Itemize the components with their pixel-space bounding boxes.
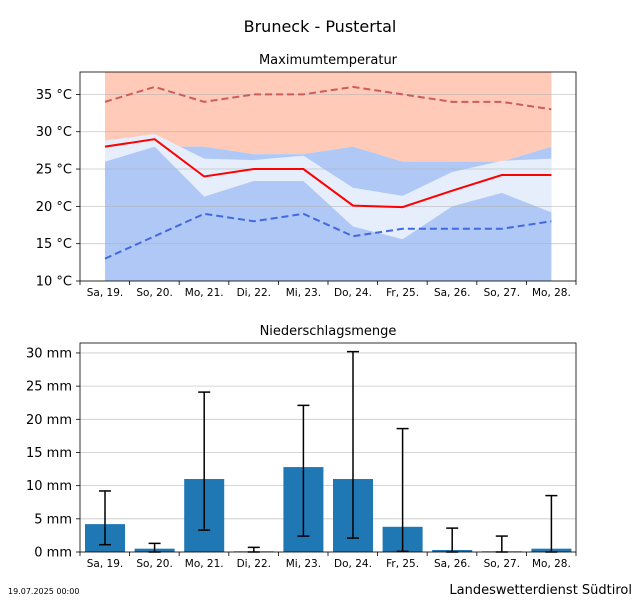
temperature-ytick-label: 25 °C — [36, 163, 72, 178]
temperature-ytick-label: 35 °C — [36, 88, 72, 103]
temperature-xtick-label: Sa, 26. — [434, 287, 470, 299]
temperature-series-line-2 — [104, 212, 552, 260]
precipitation-xtick-label: Sa, 26. — [434, 558, 470, 570]
temperature-ytick-label: 30 °C — [36, 125, 72, 140]
precipitation-panel-title: Niederschlagsmenge — [260, 324, 397, 339]
precipitation-xtick-label: Sa, 19. — [87, 558, 123, 570]
precipitation-ytick-label: 30 mm — [26, 346, 72, 361]
temperature-plot-area: 10 °C 15 °C 20 °C 25 °C 30 °C 35 °C Sa, 19. So,… — [36, 71, 577, 299]
precipitation-xtick-label: So, 27. — [484, 558, 520, 570]
precipitation-ytick-label: 10 mm — [26, 479, 72, 494]
temperature-xtick-label: Fr, 25. — [386, 287, 419, 299]
temperature-xtick-label: Di, 22. — [237, 287, 271, 299]
temperature-panel: Maximumtemperatur 10 °C 15 °C 20 °C 25 °C 30… — [36, 53, 577, 299]
precipitation-ytick-label: 20 mm — [26, 413, 72, 428]
precipitation-ytick-label: 15 mm — [26, 446, 72, 461]
precipitation-xtick-label: So, 20. — [136, 558, 172, 570]
temperature-xtick-label: Mo, 28. — [532, 287, 571, 299]
temperature-ytick-label: 10 °C — [36, 275, 72, 290]
precipitation-ytick-label: 0 mm — [34, 546, 72, 561]
precipitation-plot-area: 0 mm 5 mm 10 mm 15 mm 20 mm 25 mm 30 mm Sa, 19.… — [26, 342, 577, 570]
precipitation-panel: Niederschlagsmenge 0 mm 5 mm 10 mm 15 mm 20 … — [26, 324, 577, 570]
temperature-xtick-label: So, 20. — [136, 287, 172, 299]
source-credit: Landeswetterdienst Südtirol — [449, 583, 632, 598]
precipitation-xtick-label: Di, 22. — [237, 558, 271, 570]
precipitation-xtick-label: Do, 24. — [334, 558, 372, 570]
temperature-xtick-label: Mi, 23. — [286, 287, 321, 299]
precipitation-xtick-label: Fr, 25. — [386, 558, 419, 570]
temperature-xtick-label: Do, 24. — [334, 287, 372, 299]
temperature-ytick-label: 15 °C — [36, 237, 72, 252]
precipitation-ytick-label: 5 mm — [34, 512, 72, 527]
temperature-xtick-label: Sa, 19. — [87, 287, 123, 299]
temperature-xtick-label: Mo, 21. — [185, 287, 224, 299]
temperature-series-line-1 — [104, 85, 552, 111]
precipitation-xtick-label: Mo, 21. — [185, 558, 224, 570]
temperature-series-line-0 — [104, 138, 552, 209]
precipitation-plot-frame — [79, 342, 577, 553]
temperature-xtick-label: So, 27. — [484, 287, 520, 299]
figure-title: Bruneck - Pustertal — [244, 17, 397, 36]
temperature-panel-title: Maximumtemperatur — [259, 53, 398, 68]
precipitation-xtick-label: Mo, 28. — [532, 558, 571, 570]
precipitation-ytick-label: 25 mm — [26, 380, 72, 395]
precipitation-xtick-label: Mi, 23. — [286, 558, 321, 570]
timestamp-footer: 19.07.2025 00:00 — [8, 587, 79, 596]
temperature-ytick-label: 20 °C — [36, 200, 72, 215]
